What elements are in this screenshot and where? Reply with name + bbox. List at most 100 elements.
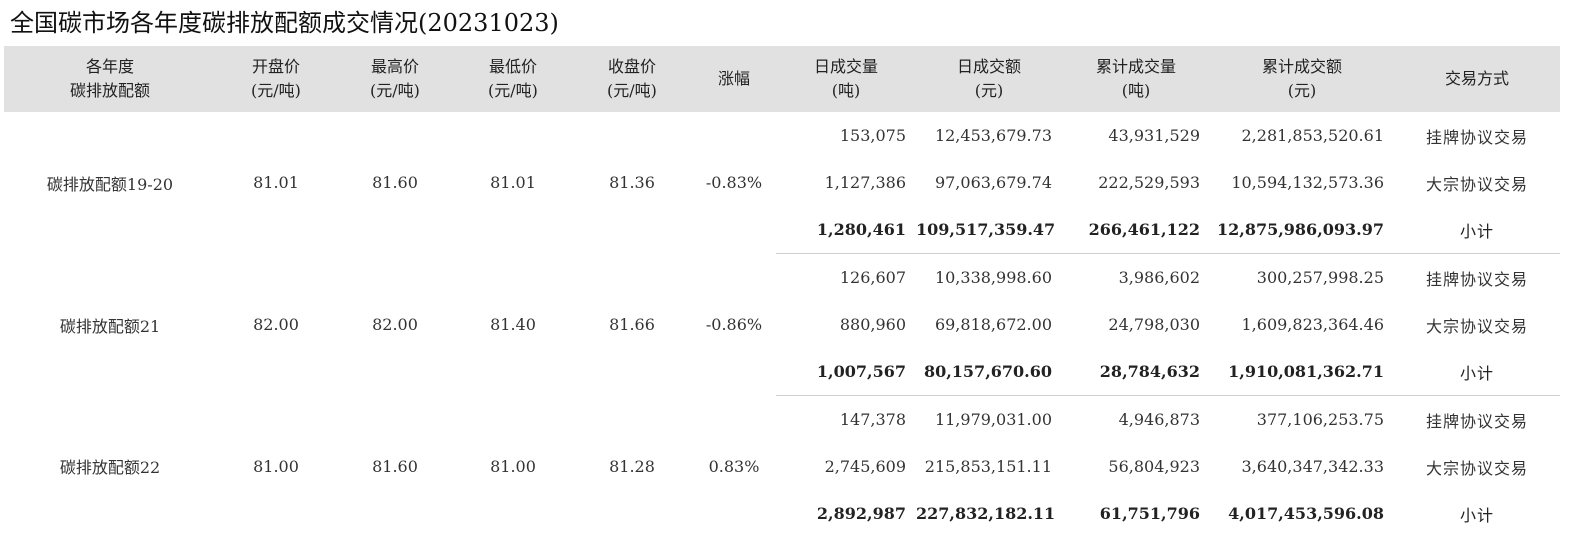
cum-amount: 300,257,998.25 <box>1256 268 1384 287</box>
header-cum-amount: 累计成交额 (元) <box>1210 46 1394 112</box>
table-row: 1,127,386 97,063,679.74 222,529,593 10,5… <box>4 159 1560 206</box>
low-price: 81.01 <box>490 173 536 193</box>
cum-volume: 4,946,873 <box>1118 410 1200 429</box>
header-low-line2: (元/吨) <box>488 81 538 100</box>
carbon-trading-table: 各年度 碳排放配额 开盘价 (元/吨) 最高价 (元/吨) 最低价 (元/吨) … <box>4 46 1560 537</box>
table-row: 碳排放配额19-20 81.01 81.60 81.01 81.36 -0.83… <box>4 112 1560 194</box>
header-mode: 交易方式 <box>1394 46 1560 112</box>
price-change: -0.83% <box>705 173 763 193</box>
allowance-name: 碳排放配额21 <box>59 316 161 336</box>
close-price: 81.28 <box>609 456 655 476</box>
header-close-line2: (元/吨) <box>607 81 657 100</box>
header-cum-amount-line1: 累计成交额 <box>1261 57 1342 76</box>
header-daily-volume-line2: (吨) <box>831 81 861 100</box>
daily-volume: 1,127,386 <box>824 173 906 192</box>
header-daily-volume-line1: 日成交量 <box>813 57 878 76</box>
daily-amount: 97,063,679.74 <box>934 173 1052 192</box>
header-cum-volume: 累计成交量 (吨) <box>1062 46 1210 112</box>
cum-volume: 43,931,529 <box>1108 126 1200 145</box>
cum-volume: 24,798,030 <box>1108 315 1200 334</box>
header-change-line1: 涨幅 <box>717 69 750 88</box>
trade-mode: 大宗协议交易 <box>1425 458 1528 478</box>
high-price: 81.60 <box>372 456 418 476</box>
cum-amount: 377,106,253.75 <box>1256 410 1384 429</box>
header-open-line2: (元/吨) <box>251 81 301 100</box>
header-daily-amount: 日成交额 (元) <box>916 46 1062 112</box>
header-low-line1: 最低价 <box>488 57 537 76</box>
price-change: -0.86% <box>705 315 763 334</box>
open-price: 81.00 <box>253 456 299 476</box>
cum-volume: 266,461,122 <box>1062 206 1210 254</box>
header-low: 最低价 (元/吨) <box>454 46 572 112</box>
table-row: 碳排放配额22 81.00 81.60 81.00 81.28 0.83% 14… <box>4 396 1560 477</box>
cum-volume: 222,529,593 <box>1098 173 1200 192</box>
allowance-name: 碳排放配额19-20 <box>46 174 174 194</box>
header-daily-volume: 日成交量 (吨) <box>776 46 916 112</box>
open-price: 82.00 <box>253 315 299 334</box>
table-row: 2,745,609 215,853,151.11 56,804,923 3,64… <box>4 443 1560 490</box>
daily-volume: 1,280,461 <box>776 206 916 254</box>
daily-amount: 12,453,679.73 <box>934 126 1052 145</box>
allowance-name: 碳排放配额22 <box>59 458 161 478</box>
header-cum-volume-line1: 累计成交量 <box>1095 57 1176 76</box>
cum-volume: 3,986,602 <box>1118 268 1200 287</box>
high-price: 81.60 <box>372 173 418 193</box>
daily-volume: 126,607 <box>839 268 906 287</box>
open-price: 81.01 <box>253 173 299 193</box>
cum-volume: 28,784,632 <box>1062 348 1210 396</box>
cum-amount: 3,640,347,342.33 <box>1241 457 1385 476</box>
trade-mode: 小计 <box>1394 348 1560 396</box>
high-price: 82.00 <box>372 315 418 334</box>
header-high-line2: (元/吨) <box>370 81 420 100</box>
header-open: 开盘价 (元/吨) <box>216 46 336 112</box>
subtotal-row: 1,280,461 109,517,359.47 266,461,122 12,… <box>4 206 1560 254</box>
cum-volume: 61,751,796 <box>1099 504 1200 523</box>
header-close-line1: 收盘价 <box>607 57 656 76</box>
trade-mode: 大宗协议交易 <box>1425 316 1528 336</box>
header-cum-volume-line2: (吨) <box>1121 81 1151 100</box>
header-open-line1: 开盘价 <box>251 57 300 76</box>
daily-volume: 2,892,987 <box>816 504 906 523</box>
close-price: 81.36 <box>609 173 655 193</box>
close-price: 81.66 <box>609 315 655 334</box>
trade-mode: 大宗协议交易 <box>1425 174 1528 194</box>
header-year: 各年度 碳排放配额 <box>4 46 216 112</box>
daily-amount: 11,979,031.00 <box>934 410 1052 429</box>
cum-amount: 10,594,132,573.36 <box>1231 173 1384 192</box>
table-row: 880,960 69,818,672.00 24,798,030 1,609,8… <box>4 301 1560 348</box>
daily-volume: 2,745,609 <box>824 457 906 476</box>
header-daily-amount-line2: (元) <box>974 81 1004 100</box>
daily-amount: 227,832,182.11 <box>916 504 1056 523</box>
header-change: 涨幅 <box>692 46 776 112</box>
header-cum-amount-line2: (元) <box>1287 81 1317 100</box>
cum-amount: 4,017,453,596.08 <box>1228 504 1384 523</box>
daily-volume: 1,007,567 <box>776 348 916 396</box>
daily-volume: 147,378 <box>839 410 906 429</box>
trade-mode: 挂牌协议交易 <box>1425 127 1528 147</box>
header-year-line2: 碳排放配额 <box>69 81 150 100</box>
subtotal-row: 1,007,567 80,157,670.60 28,784,632 1,910… <box>4 348 1560 396</box>
header-year-line1: 各年度 <box>85 57 134 76</box>
table-row: 碳排放配额21 82.00 82.00 81.40 81.66 -0.86% 1… <box>4 254 1560 336</box>
low-price: 81.00 <box>490 456 536 476</box>
header-high-line1: 最高价 <box>370 57 419 76</box>
cum-amount: 1,910,081,362.71 <box>1210 348 1394 396</box>
trade-mode: 小计 <box>1394 206 1560 254</box>
cum-amount: 2,281,853,520.61 <box>1241 126 1385 145</box>
header-close: 收盘价 (元/吨) <box>572 46 692 112</box>
page-title: 全国碳市场各年度碳排放配额成交情况(20231023) <box>10 9 559 37</box>
daily-amount: 80,157,670.60 <box>916 348 1062 396</box>
header-high: 最高价 (元/吨) <box>336 46 454 112</box>
daily-amount: 10,338,998.60 <box>934 268 1052 287</box>
low-price: 81.40 <box>490 315 536 334</box>
daily-amount: 109,517,359.47 <box>916 206 1062 254</box>
daily-amount: 215,853,151.11 <box>924 457 1052 476</box>
header-mode-line1: 交易方式 <box>1444 69 1509 88</box>
header-daily-amount-line1: 日成交额 <box>956 57 1021 76</box>
trade-mode: 挂牌协议交易 <box>1425 269 1528 289</box>
cum-amount: 1,609,823,364.46 <box>1241 315 1385 334</box>
price-change: 0.83% <box>708 456 760 476</box>
table-header-row: 各年度 碳排放配额 开盘价 (元/吨) 最高价 (元/吨) 最低价 (元/吨) … <box>4 46 1560 112</box>
subtotal-row: 2,892,987 227,832,182.11 61,751,796 4,01… <box>4 490 1560 537</box>
daily-amount: 69,818,672.00 <box>934 315 1052 334</box>
